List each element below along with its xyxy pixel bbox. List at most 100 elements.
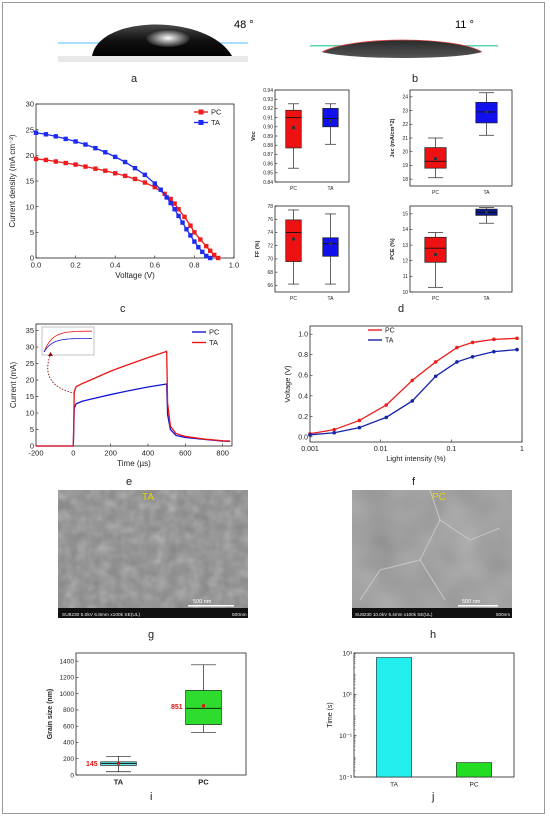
c-ylabel: Current density (mA cm⁻²) <box>8 134 17 227</box>
d_pce-ytick-label: 13 <box>402 243 408 249</box>
e-xtick-label: 800 <box>216 449 229 458</box>
chart-f-voltage-vs-light: 0.0 0.2 0.4 0.6 0.8 1.0 0.001 0.01 0.1 1 Light int… <box>283 325 524 463</box>
panel-a-letter: a <box>131 73 138 85</box>
d_voc-ytick-label: 0.84 <box>263 180 273 186</box>
d_jsc-ytick-label: 21 <box>402 136 408 142</box>
d_ff-mean-PC <box>292 237 295 241</box>
i-category-label: TA <box>114 778 124 787</box>
c-ytick-label: 0 <box>30 254 34 263</box>
c-point <box>103 168 108 173</box>
e-xtick-label: 200 <box>104 449 117 458</box>
c-point <box>132 176 138 182</box>
d_voc-ytick-label: 0.89 <box>263 134 273 140</box>
f-point <box>515 336 519 341</box>
d_ff-ytick-label: 78 <box>267 204 273 210</box>
c-point <box>188 233 193 238</box>
f-point <box>492 349 496 354</box>
c-point <box>200 249 205 255</box>
d_ff-category-label: PC <box>290 296 297 302</box>
f-point <box>332 430 336 435</box>
f-ytick-label: 1.0 <box>298 332 308 339</box>
j-ytick-label: 10³ <box>343 650 353 657</box>
sem-h-scalebar <box>458 605 498 607</box>
i-ytick-label: 1200 <box>60 675 75 682</box>
i-ytick-label: 1000 <box>60 691 75 698</box>
f-ytick-label: 0.8 <box>298 352 308 359</box>
e-xtick-label: -200 <box>28 449 43 458</box>
e-inset-curve-TA <box>43 330 92 353</box>
f-point <box>470 340 475 345</box>
e-ytick-label: 25 <box>26 359 34 368</box>
c-point <box>73 139 78 144</box>
c-xtick-label: 0.4 <box>110 261 120 270</box>
panel-g-letter: g <box>148 629 154 641</box>
c-point <box>83 142 88 147</box>
d_voc-category-label: PC <box>290 186 297 192</box>
d_jsc-mean-PC <box>434 157 437 161</box>
i-ytick-label: 200 <box>63 756 74 763</box>
d_pce-ytick-label: 15 <box>402 212 408 218</box>
c-ytick-label: 10 <box>26 202 34 211</box>
f-ytick-label: 0.6 <box>298 373 308 380</box>
f-point <box>433 374 438 379</box>
i-ytick-label: 800 <box>63 707 74 714</box>
d_ff-ytick-label: 66 <box>267 283 273 289</box>
d_voc-ylabel: Voc <box>251 131 257 141</box>
e-ytick-label: 5 <box>30 425 34 434</box>
d_jsc-category-label: TA <box>483 190 490 196</box>
f-point <box>384 415 389 420</box>
j-ylabel: Time (s) <box>327 702 334 727</box>
e-inset-pointer-arrow <box>47 355 75 394</box>
j-ytick-label: 10¹ <box>343 692 353 699</box>
c-point <box>63 136 68 142</box>
panel-f-letter: f <box>412 476 416 488</box>
c-ytick-label: 5 <box>30 228 34 237</box>
e-ytick-label: 15 <box>26 392 34 401</box>
c-point <box>142 180 148 185</box>
d_ff-ytick-label: 68 <box>267 270 273 276</box>
d_jsc-ytick-label: 23 <box>402 108 408 114</box>
c-legend-label: PC <box>211 108 222 117</box>
d_pce-ytick-label: 14 <box>402 227 408 233</box>
c-point <box>182 214 187 220</box>
panel-h-letter: h <box>430 629 436 641</box>
panel-g-sem-image: SU8230 5.0kV 6.8mm x100k SE(UL) 500nm 50… <box>58 490 248 641</box>
e-inset-plot <box>41 326 95 356</box>
c-point <box>142 172 148 178</box>
d_ff-ytick-label: 70 <box>267 257 273 263</box>
i-mean-label-TA: 145 <box>86 761 98 768</box>
i-ylabel: Grain size (nm) <box>47 689 54 740</box>
d_jsc-ylabel: Jsc (mA/cm^2) <box>390 118 396 157</box>
j-category-label: PC <box>469 782 478 789</box>
c-legend-marker <box>198 120 204 125</box>
f-ylabel: Voltage (V) <box>283 365 292 403</box>
j-ytick-label: 10⁻³ <box>339 774 353 781</box>
c-ytick-label: 30 <box>26 100 34 109</box>
d_voc-ytick-label: 0.87 <box>263 152 273 158</box>
e-ytick-label: 10 <box>26 409 34 418</box>
d_voc-ytick-label: 0.92 <box>263 106 273 112</box>
d_voc-mean-PC <box>292 126 295 130</box>
c-point <box>172 207 177 212</box>
d_ff-ytick-label: 76 <box>267 217 273 223</box>
e-xtick-label: 0 <box>71 449 75 458</box>
f-ytick-label: 0.4 <box>298 393 308 400</box>
e-series-PC <box>36 383 231 447</box>
c-point <box>63 160 68 166</box>
panel-e-letter: e <box>126 476 132 488</box>
c-point <box>158 187 163 192</box>
panel-b-angle: 11 ° <box>455 19 474 31</box>
c-point <box>168 200 173 206</box>
c-point <box>33 130 39 135</box>
d_voc-category-label: TA <box>327 186 334 192</box>
e-ytick-label: 35 <box>26 326 34 335</box>
sem-h-footer-right: 500nm <box>496 612 510 617</box>
f-ytick-label: 0.0 <box>298 434 308 441</box>
e-xlabel: Time (µs) <box>117 459 151 468</box>
d_voc-ytick-label: 0.86 <box>263 161 273 167</box>
c-point <box>176 213 181 219</box>
i-mean-PC <box>202 704 205 708</box>
d_voc-ytick-label: 0.91 <box>263 115 273 121</box>
c-point <box>93 166 98 171</box>
